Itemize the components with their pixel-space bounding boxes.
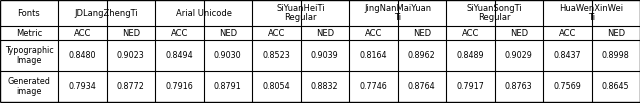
Text: 0.8763: 0.8763: [505, 82, 532, 91]
Text: 0.9023: 0.9023: [117, 51, 145, 60]
Text: 0.8437: 0.8437: [554, 51, 581, 60]
Text: 0.8791: 0.8791: [214, 82, 242, 91]
Text: 0.9029: 0.9029: [505, 51, 532, 60]
Text: SiYuanSongTi
Regular: SiYuanSongTi Regular: [467, 4, 522, 22]
Text: NED: NED: [122, 29, 140, 37]
Text: NED: NED: [607, 29, 625, 37]
Text: 0.8962: 0.8962: [408, 51, 436, 60]
Text: Fonts: Fonts: [18, 9, 40, 18]
Text: HuaWenXinWei
Ti: HuaWenXinWei Ti: [559, 4, 623, 22]
Text: Typographic
Image: Typographic Image: [4, 46, 53, 65]
Text: 0.8480: 0.8480: [68, 51, 96, 60]
Text: 0.8764: 0.8764: [408, 82, 436, 91]
Text: 0.7934: 0.7934: [68, 82, 96, 91]
Text: NED: NED: [413, 29, 431, 37]
Text: ACC: ACC: [559, 29, 576, 37]
Text: 0.8832: 0.8832: [311, 82, 339, 91]
Text: ACC: ACC: [171, 29, 188, 37]
Text: 0.9030: 0.9030: [214, 51, 241, 60]
Text: JingNanMaiYuan
Ti: JingNanMaiYuan Ti: [364, 4, 431, 22]
Text: ACC: ACC: [268, 29, 285, 37]
Text: NED: NED: [316, 29, 334, 37]
Text: Arial Unicode: Arial Unicode: [175, 9, 232, 18]
Text: ACC: ACC: [365, 29, 382, 37]
Text: 0.8772: 0.8772: [117, 82, 145, 91]
Text: NED: NED: [219, 29, 237, 37]
Text: Metric: Metric: [16, 29, 42, 37]
Text: 0.7917: 0.7917: [456, 82, 484, 91]
Text: 0.7569: 0.7569: [554, 82, 581, 91]
Text: 0.7746: 0.7746: [360, 82, 387, 91]
Text: NED: NED: [509, 29, 528, 37]
Text: 0.9039: 0.9039: [311, 51, 339, 60]
Text: 0.8998: 0.8998: [602, 51, 630, 60]
Text: ACC: ACC: [74, 29, 91, 37]
Text: 0.8489: 0.8489: [456, 51, 484, 60]
Text: SiYuanHeiTi
Regular: SiYuanHeiTi Regular: [276, 4, 325, 22]
Text: 0.8645: 0.8645: [602, 82, 630, 91]
Text: 0.8494: 0.8494: [165, 51, 193, 60]
Text: 0.8164: 0.8164: [360, 51, 387, 60]
Text: 0.8054: 0.8054: [262, 82, 290, 91]
Text: 0.8523: 0.8523: [262, 51, 290, 60]
Text: Generated
image: Generated image: [8, 77, 51, 96]
Text: JDLangZhengTi: JDLangZhengTi: [75, 9, 138, 18]
Text: 0.7916: 0.7916: [165, 82, 193, 91]
Text: ACC: ACC: [461, 29, 479, 37]
